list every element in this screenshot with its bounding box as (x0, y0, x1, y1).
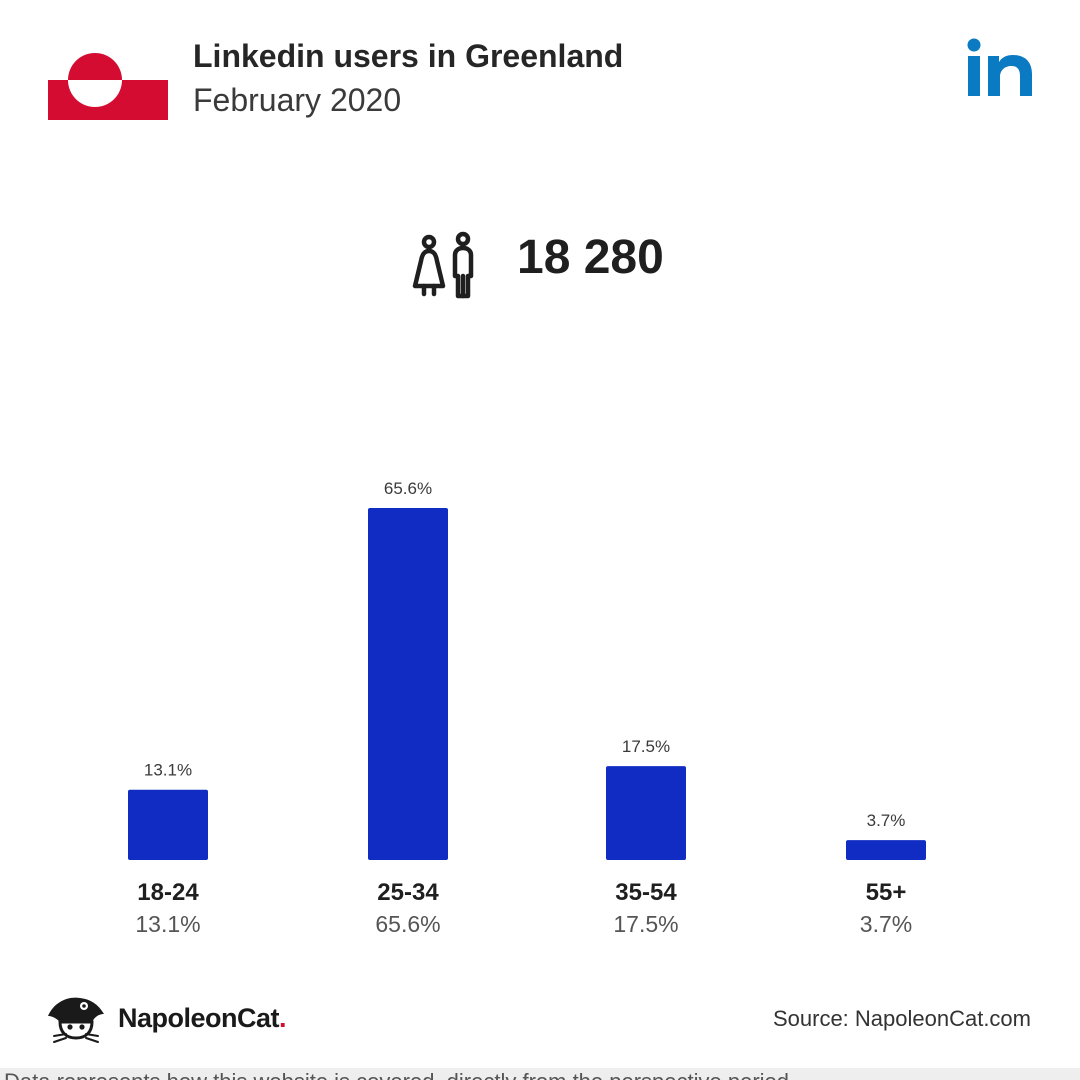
page-subtitle: February 2020 (193, 82, 402, 118)
category-label: 35-54 (615, 879, 677, 906)
bar-top-label: 65.6% (384, 479, 432, 498)
bar-top-label: 3.7% (867, 811, 906, 830)
category-label: 18-24 (137, 879, 199, 906)
footer-note: Data represents how this website is cove… (4, 1071, 795, 1080)
category-label: 25-34 (377, 879, 439, 906)
total-users-count: 18 280 (517, 231, 664, 284)
category-label: 55+ (866, 879, 907, 906)
category-percent-label: 65.6% (375, 911, 440, 937)
napoleoncat-logo-icon (48, 997, 104, 1043)
napoleoncat-brand: NapoleonCat. (46, 992, 287, 1044)
bar-top-label: 13.1% (144, 761, 192, 780)
bar-35-54 (606, 766, 686, 860)
greenland-flag-icon (48, 40, 168, 120)
bar-55+ (846, 840, 926, 860)
category-percent-label: 3.7% (860, 911, 912, 937)
age-bar-chart: 13.1% 18-24 13.1% 65.6% 25-34 65.6% 17.5% 35-54… (128, 479, 926, 937)
bar-25-34 (368, 508, 448, 860)
footer-strip: Data represents how this website is cove… (0, 1068, 1080, 1080)
linkedin-logo-icon (967, 38, 1032, 96)
page-title: Linkedin users in Greenland (193, 38, 624, 74)
category-percent-label: 17.5% (613, 911, 678, 937)
source-label: Source: NapoleonCat.com (772, 1006, 1031, 1031)
brand-name: NapoleonCat. (118, 1002, 287, 1033)
users-icon (412, 231, 474, 299)
category-percent-label: 13.1% (135, 911, 200, 937)
bar-top-label: 17.5% (622, 737, 670, 756)
bar-18-24 (128, 789, 208, 860)
